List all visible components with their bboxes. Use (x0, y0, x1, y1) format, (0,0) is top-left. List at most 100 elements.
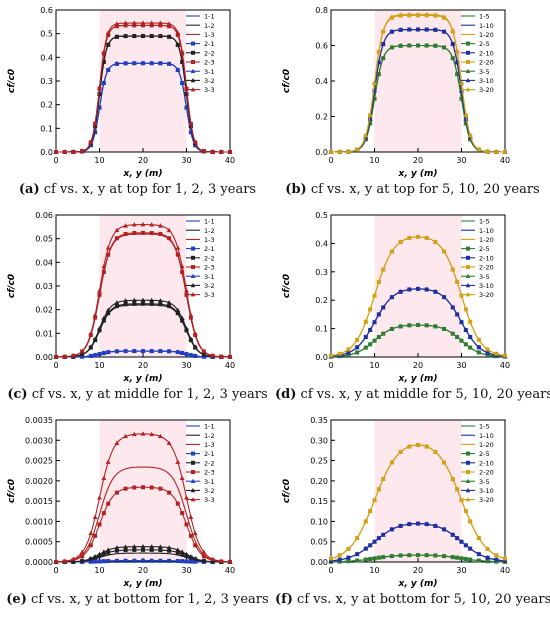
legend-item: 2-2 (186, 49, 215, 57)
legend-label: 1-5 (479, 13, 490, 21)
y-tick-label: 0.6 (40, 6, 53, 15)
data-point (502, 353, 508, 358)
y-tick-label: 0.0 (315, 353, 328, 362)
data-point (106, 501, 111, 506)
x-tick-label: 40 (500, 361, 510, 370)
data-point (367, 341, 373, 347)
y-tick-label: 0.01 (35, 329, 53, 338)
legend-item: 2-20 (461, 264, 494, 272)
legend-item: 1-5 (461, 423, 490, 431)
legend-marker (190, 487, 196, 493)
data-point (454, 555, 460, 560)
data-point (433, 27, 438, 32)
data-point (476, 349, 482, 355)
legend-item: 1-20 (461, 441, 494, 449)
data-point (140, 33, 146, 38)
legend-item: 2-5 (461, 40, 490, 48)
data-point (337, 351, 343, 356)
data-point (179, 350, 185, 355)
legend-item: 3-5 (461, 68, 490, 76)
legend-marker (191, 60, 195, 64)
data-point (210, 556, 215, 561)
legend-label: 1-3 (204, 441, 215, 449)
data-point (149, 558, 155, 563)
data-point (192, 330, 198, 336)
data-point (166, 21, 172, 26)
legend-marker (466, 60, 470, 64)
data-point (463, 341, 469, 347)
data-point (415, 521, 421, 526)
data-point (337, 149, 343, 154)
data-point (140, 431, 146, 436)
legend-label: 3-20 (479, 291, 494, 299)
data-point (101, 263, 107, 269)
y-tick-label: 0.3 (40, 77, 53, 86)
data-point (141, 23, 145, 28)
data-point (450, 554, 456, 559)
data-point (92, 312, 98, 317)
data-point (463, 508, 469, 513)
data-point (79, 148, 85, 153)
legend-label: 2-10 (479, 49, 494, 57)
data-point (372, 338, 377, 343)
data-point (367, 542, 373, 548)
y-tick-label: 0.25 (310, 457, 328, 466)
data-point (101, 511, 106, 516)
data-point (192, 139, 198, 145)
data-point (367, 327, 373, 332)
data-point (188, 336, 194, 341)
x-tick-label: 0 (53, 156, 58, 165)
series-3-3 (53, 221, 233, 359)
data-point (493, 557, 499, 562)
data-point (476, 535, 482, 540)
data-point (346, 352, 351, 357)
data-point (363, 557, 369, 562)
legend-item: 3-2 (186, 487, 215, 495)
data-point (337, 557, 343, 562)
data-point (376, 535, 382, 540)
data-point (192, 353, 198, 358)
x-axis-label: x, y (m) (398, 579, 438, 588)
legend-marker (191, 41, 195, 46)
data-point (175, 307, 181, 313)
chart-panel-b: 0 10 20 30 40 0.0 0.2 0.4 0.6 0.8 x, y (m) cf/c0 1-5… (275, 0, 550, 205)
legend-marker (466, 41, 470, 46)
data-point (450, 41, 456, 46)
data-point (441, 459, 447, 465)
legend-item: 3-1 (186, 68, 215, 76)
x-tick-label: 0 (53, 361, 58, 370)
data-point (459, 539, 464, 544)
legend-item: 1-3 (186, 441, 215, 449)
data-point (140, 20, 146, 25)
data-point (105, 30, 111, 35)
data-point (424, 26, 430, 32)
legend-item: 2-5 (461, 245, 490, 253)
data-point (502, 149, 508, 154)
data-point (376, 71, 382, 76)
data-point (149, 20, 155, 25)
legend-item: 2-2 (186, 459, 215, 467)
data-point (380, 532, 386, 537)
data-point (380, 28, 386, 33)
data-point (114, 227, 120, 233)
legend-label: 2-10 (479, 459, 494, 467)
legend-marker (190, 292, 196, 297)
legend-label: 2-2 (204, 459, 215, 467)
data-point (463, 306, 469, 312)
data-point (97, 288, 102, 293)
legend-marker (190, 282, 196, 288)
data-point (166, 300, 172, 305)
data-point (454, 71, 460, 76)
data-point (79, 549, 85, 555)
data-point (123, 302, 128, 307)
data-point (88, 543, 93, 548)
y-tick-label: 0.0030 (25, 436, 53, 445)
data-point (210, 353, 215, 358)
data-point (101, 475, 107, 481)
data-point (53, 149, 59, 154)
legend-marker (191, 265, 195, 269)
data-point (105, 459, 111, 464)
data-point (354, 344, 360, 350)
legend-label: 2-20 (479, 264, 494, 272)
